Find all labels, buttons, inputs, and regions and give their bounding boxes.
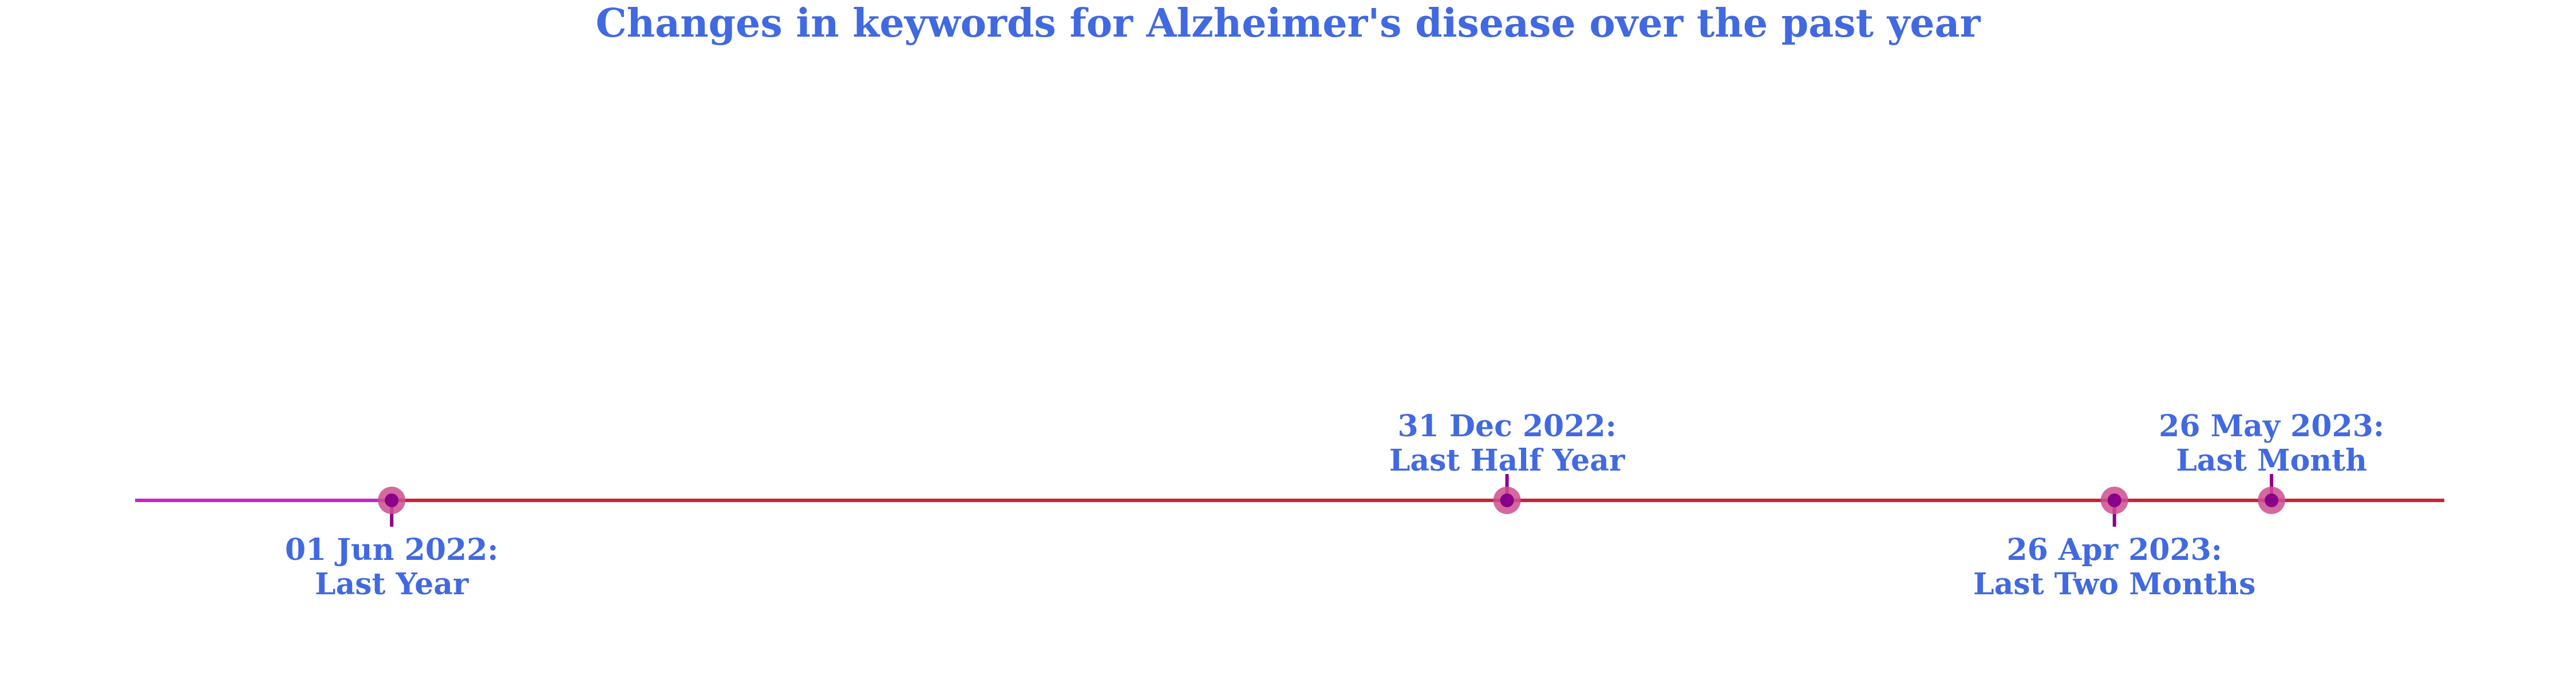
event-date-label: 26 May 2023:	[2159, 409, 2384, 444]
event-date-label: 31 Dec 2022:	[1397, 409, 1616, 444]
event-marker-center	[1500, 493, 1514, 507]
chart-title: Changes in keywords for Alzheimer's dise…	[596, 1, 1981, 46]
timeline-event: 26 Apr 2023:Last Two Months	[1973, 487, 2255, 602]
event-date-label: 01 Jun 2022:	[285, 532, 499, 567]
timeline-event: 31 Dec 2022:Last Half Year	[1389, 409, 1625, 514]
timeline-event: 26 May 2023:Last Month	[2159, 409, 2384, 514]
event-marker-center	[385, 493, 399, 507]
event-name-label: Last Month	[2176, 443, 2367, 478]
event-marker-center	[2107, 493, 2121, 507]
event-name-label: Last Two Months	[1973, 567, 2255, 602]
timeline-events: 01 Jun 2022:Last Year 31 Dec 2022:Last Ha…	[285, 409, 2384, 602]
timeline-event: 01 Jun 2022:Last Year	[285, 487, 499, 602]
event-marker-center	[2265, 493, 2279, 507]
event-date-label: 26 Apr 2023:	[2006, 532, 2222, 567]
event-name-label: Last Half Year	[1389, 443, 1625, 478]
event-name-label: Last Year	[315, 567, 469, 602]
